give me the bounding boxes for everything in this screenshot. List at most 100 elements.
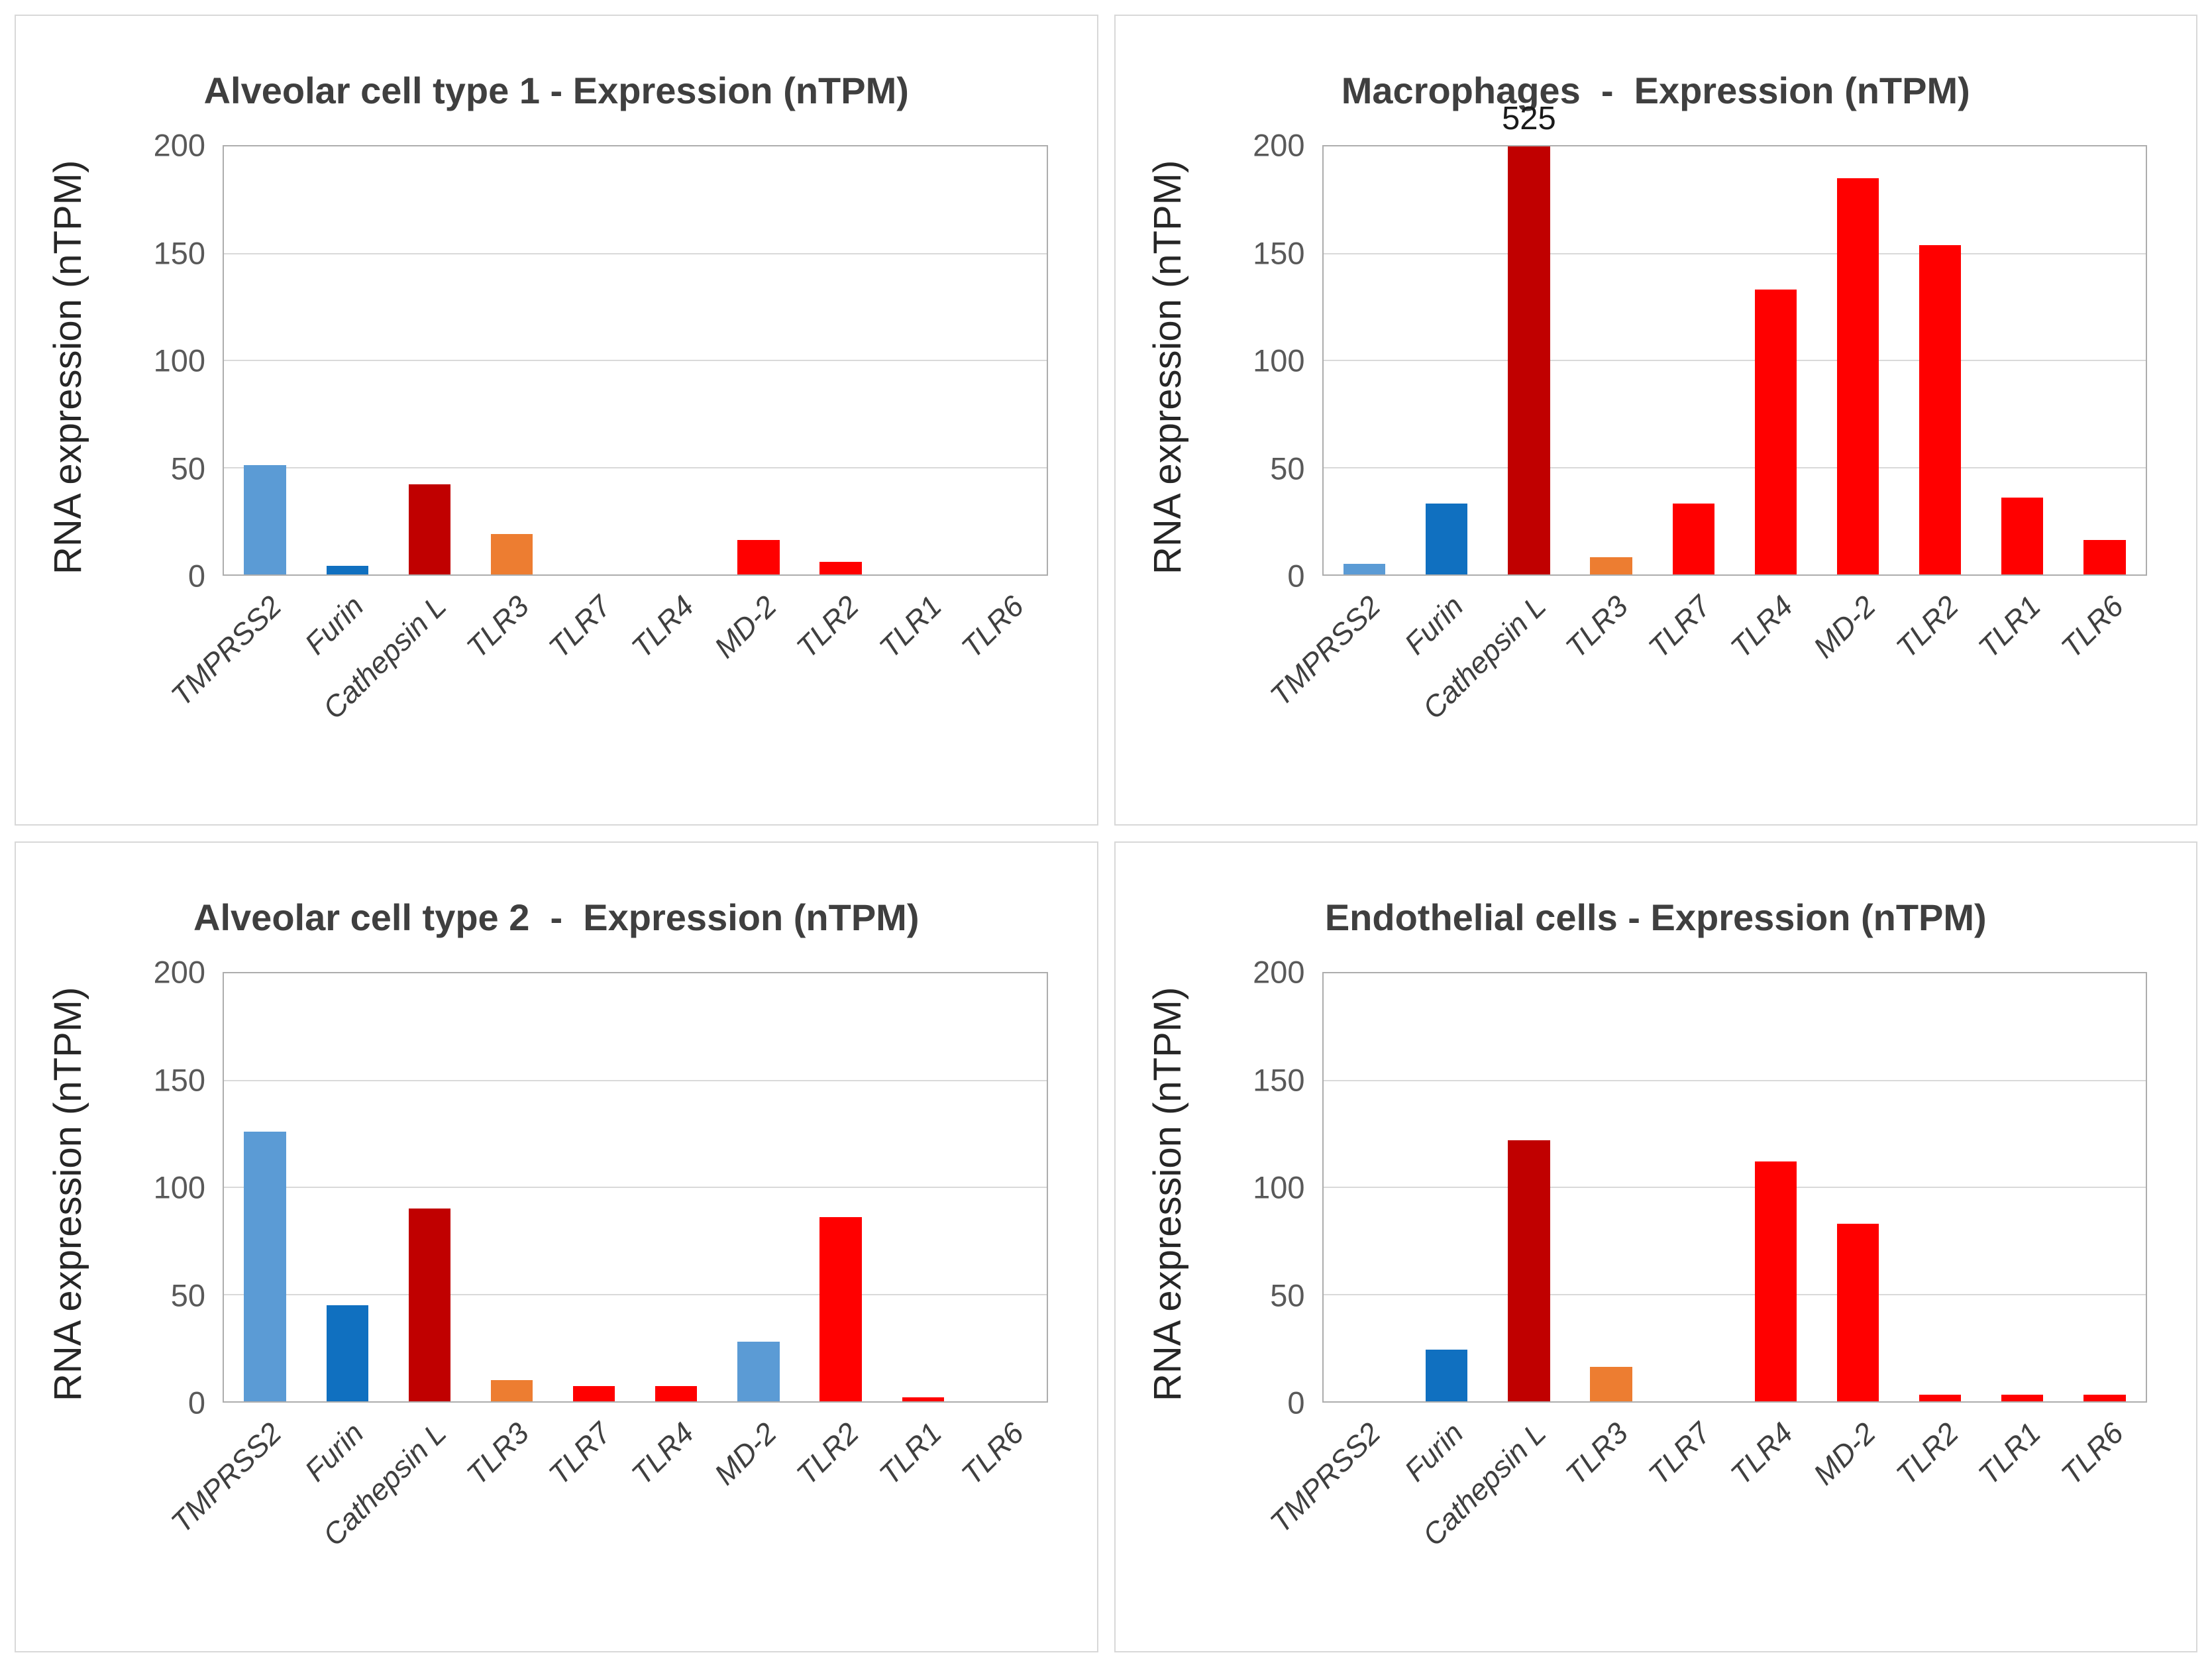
x-label-TLR3: TLR3 bbox=[1559, 1416, 1635, 1491]
bar-Cathepsin L bbox=[408, 1209, 451, 1401]
bar-TLR1 bbox=[2001, 1395, 2044, 1401]
chart-panel-alveolar-cell-type-1: Alveolar cell type 1 - Expression (nTPM)… bbox=[15, 15, 1098, 826]
bar-TLR7 bbox=[573, 1386, 615, 1401]
x-axis-labels: TMPRSS2 Furin Cathepsin L TLR3 TLR7 TLR4 MD-2 T… bbox=[1263, 586, 2148, 798]
bar-Furin bbox=[326, 566, 368, 574]
x-label-TLR7: TLR7 bbox=[542, 1416, 618, 1491]
chart-title-suffix: - Expression (nTPM) bbox=[1580, 70, 1970, 112]
x-label-TMPRSS2: TMPRSS2 bbox=[164, 1416, 288, 1540]
y-axis-ticks: 0 50 100 150 200 bbox=[53, 128, 205, 594]
gridline-150 bbox=[224, 252, 1047, 254]
chart-title-suffix: - Expression (nTPM) bbox=[1617, 896, 1987, 939]
plot-area bbox=[223, 145, 1048, 576]
x-label-TLR7: TLR7 bbox=[1642, 589, 1718, 665]
plot-area: 525 bbox=[1322, 101, 2147, 576]
chart-title: Macrophages - Expression (nTPM) bbox=[1116, 69, 2197, 112]
bar-TMPRSS2 bbox=[244, 465, 286, 574]
y-tick-label-200: 200 bbox=[1253, 954, 1305, 990]
bar-TLR4 bbox=[1754, 290, 1797, 574]
y-tick-label-50: 50 bbox=[1270, 1277, 1305, 1313]
y-tick-label-200: 200 bbox=[1253, 127, 1305, 163]
clipped-bar-value-label: 525 bbox=[1501, 101, 1556, 136]
bar-TLR3 bbox=[490, 533, 533, 574]
bar-TLR2 bbox=[1919, 244, 1962, 574]
x-label-MD-2: MD-2 bbox=[707, 589, 783, 665]
gridline-50 bbox=[1323, 466, 2146, 468]
y-tick-label-0: 0 bbox=[1287, 1385, 1305, 1421]
x-label-TLR1: TLR1 bbox=[1972, 589, 2048, 665]
chart-title-cell-type: Alveolar cell type 1 bbox=[203, 70, 540, 112]
chart-title: Alveolar cell type 2 - Expression (nTPM) bbox=[16, 896, 1097, 939]
bar-MD-2 bbox=[737, 540, 780, 574]
gridline-150 bbox=[1323, 252, 2146, 254]
gridline-150 bbox=[1323, 1079, 2146, 1081]
x-label-TLR7: TLR7 bbox=[542, 589, 618, 665]
bar-TLR2 bbox=[819, 1217, 862, 1401]
chart-title-suffix: - Expression (nTPM) bbox=[529, 896, 920, 939]
chart-title-cell-type: Endothelial cells bbox=[1324, 896, 1618, 939]
chart-panel-macrophages: Macrophages - Expression (nTPM) RNA expr… bbox=[1114, 15, 2197, 826]
plot-wrap: RNA expression (nTPM) 0 50 100 150 200 TMPRS… bbox=[46, 128, 1048, 726]
bar-TLR4 bbox=[1754, 1161, 1797, 1401]
y-tick-label-200: 200 bbox=[153, 954, 205, 990]
bar-TLR2 bbox=[819, 561, 862, 574]
x-label-MD-2: MD-2 bbox=[707, 1416, 783, 1491]
x-label-TLR4: TLR4 bbox=[1724, 1416, 1800, 1491]
bar-TLR3 bbox=[1590, 557, 1632, 574]
y-tick-label-100: 100 bbox=[1253, 343, 1305, 378]
chart-title-cell-type: Macrophages bbox=[1341, 70, 1581, 112]
bar-Furin bbox=[326, 1305, 368, 1401]
plot-area bbox=[223, 972, 1048, 1403]
y-tick-label-200: 200 bbox=[153, 127, 205, 163]
chart-title: Endothelial cells - Expression (nTPM) bbox=[1116, 896, 2197, 939]
bar-TLR1 bbox=[2001, 497, 2044, 574]
y-tick-label-0: 0 bbox=[187, 558, 205, 594]
bar-TMPRSS2 bbox=[1343, 563, 1386, 574]
bar-TLR4 bbox=[655, 1386, 698, 1401]
bar-Cathepsin L bbox=[1508, 1140, 1550, 1401]
plot-wrap: RNA expression (nTPM) 0 50 100 150 200 525 T… bbox=[1146, 101, 2147, 726]
gridline-150 bbox=[224, 1079, 1047, 1081]
y-tick-label-0: 0 bbox=[187, 1385, 205, 1421]
chart-panel-endothelial-cells: Endothelial cells - Expression (nTPM) RN… bbox=[1114, 841, 2197, 1652]
x-label-TLR4: TLR4 bbox=[625, 589, 701, 665]
x-label-TLR6: TLR6 bbox=[2054, 1416, 2130, 1491]
bar-TLR3 bbox=[1590, 1367, 1632, 1401]
x-label-TLR1: TLR1 bbox=[872, 589, 948, 665]
x-label-TLR4: TLR4 bbox=[625, 1416, 701, 1491]
bar-TLR3 bbox=[490, 1379, 533, 1401]
bar-TLR2 bbox=[1919, 1395, 1962, 1401]
gridline-100 bbox=[1323, 1187, 2146, 1188]
bar-Furin bbox=[1426, 1350, 1468, 1401]
y-tick-label-50: 50 bbox=[1270, 451, 1305, 486]
bar-TLR6 bbox=[2083, 1395, 2126, 1401]
gridline-50 bbox=[224, 466, 1047, 468]
x-label-TLR6: TLR6 bbox=[2054, 589, 2130, 665]
gridline-100 bbox=[224, 360, 1047, 361]
x-label-TLR2: TLR2 bbox=[1889, 1416, 1965, 1491]
y-tick-label-0: 0 bbox=[1287, 558, 1305, 594]
x-axis-labels: TMPRSS2 Furin Cathepsin L TLR3 TLR7 TLR4 MD-2 T… bbox=[164, 586, 1048, 798]
x-label-TMPRSS2: TMPRSS2 bbox=[1263, 1416, 1387, 1540]
x-label-Furin: Furin bbox=[1397, 589, 1470, 661]
y-tick-label-150: 150 bbox=[1253, 1062, 1305, 1097]
bar-Furin bbox=[1426, 504, 1468, 574]
bar-TLR6 bbox=[2083, 540, 2126, 574]
x-label-TLR1: TLR1 bbox=[872, 1416, 948, 1491]
x-label-TLR3: TLR3 bbox=[1559, 589, 1635, 665]
gridline-50 bbox=[224, 1293, 1047, 1295]
bar-MD-2 bbox=[1836, 1223, 1879, 1401]
chart-title: Alveolar cell type 1 - Expression (nTPM) bbox=[16, 69, 1097, 112]
x-label-TMPRSS2: TMPRSS2 bbox=[1263, 589, 1387, 713]
bar-MD-2 bbox=[737, 1341, 780, 1401]
plot-area bbox=[1322, 972, 2147, 1403]
x-label-TLR2: TLR2 bbox=[1889, 589, 1965, 665]
x-label-TLR1: TLR1 bbox=[1972, 1416, 2048, 1491]
y-tick-label-100: 100 bbox=[1253, 1169, 1305, 1205]
bar-TMPRSS2 bbox=[244, 1132, 286, 1401]
y-tick-label-50: 50 bbox=[170, 1277, 205, 1313]
x-axis-labels: TMPRSS2 Furin Cathepsin L TLR3 TLR7 TLR4 MD-2 T… bbox=[1263, 1413, 2148, 1625]
y-axis-ticks: 0 50 100 150 200 bbox=[53, 955, 205, 1421]
x-label-TLR2: TLR2 bbox=[790, 1416, 866, 1491]
